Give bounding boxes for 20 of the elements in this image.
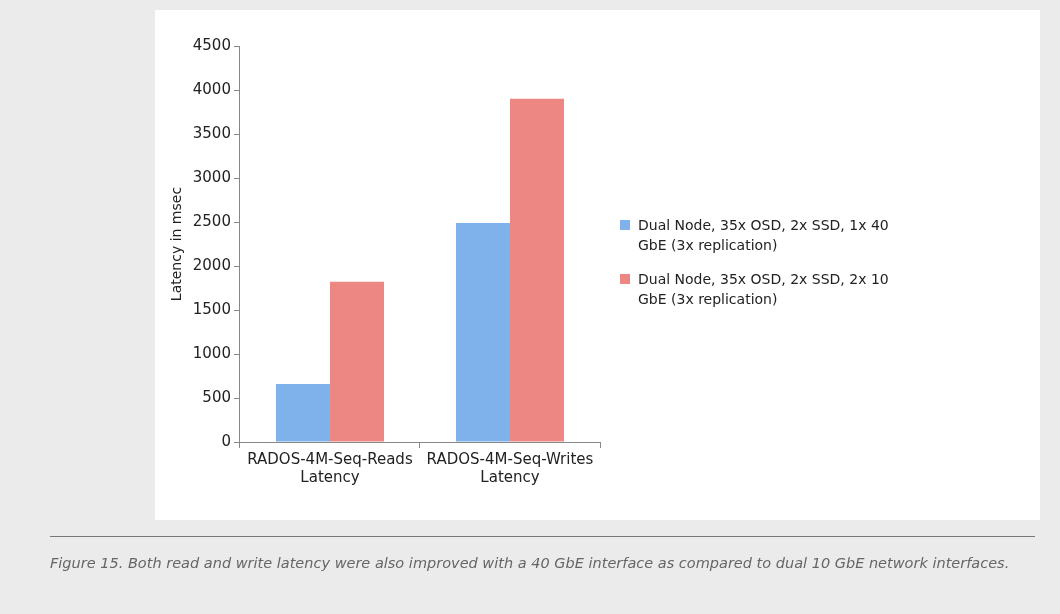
y-tick-label: 2500 xyxy=(192,211,231,230)
bar xyxy=(329,281,384,442)
x-tick-label: RADOS-4M-Seq-Writes Latency xyxy=(426,449,594,486)
y-tick-label: 1500 xyxy=(192,299,231,318)
y-tick-label: 3500 xyxy=(192,123,231,142)
y-tick-label: 4000 xyxy=(192,79,231,98)
y-tick-label: 2000 xyxy=(192,255,231,274)
bar xyxy=(455,222,510,442)
y-tick-label: 4500 xyxy=(192,35,231,54)
caption: Figure 15. Both read and write latency were also improved with a 40 GbE interface as compared to dual 10 GbE network interfaces. xyxy=(50,554,1010,573)
legend-label: Dual Node, 35x OSD, 2x SSD, 1x 40 GbE (3x replication) xyxy=(638,216,889,255)
y-tick-label: 0 xyxy=(221,431,231,450)
y-tick-label: 500 xyxy=(202,387,231,406)
bar xyxy=(275,383,330,442)
y-tick-label: 3000 xyxy=(192,167,231,186)
y-axis-title: Latency in msec xyxy=(168,186,185,302)
legend-label: Dual Node, 35x OSD, 2x SSD, 2x 10 GbE (3x replication) xyxy=(638,270,889,309)
bar xyxy=(509,98,564,442)
y-tick-label: 1000 xyxy=(192,343,231,362)
x-tick-label: RADOS-4M-Seq-Reads Latency xyxy=(247,449,413,486)
